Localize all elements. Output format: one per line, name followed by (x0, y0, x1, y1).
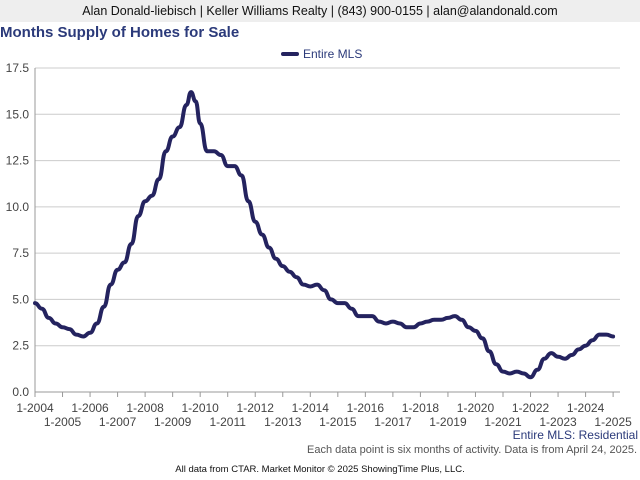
y-tick-label: 15.0 (6, 107, 30, 121)
x-tick-label: 1-2007 (99, 415, 137, 429)
x-tick-label: 1-2010 (181, 401, 219, 415)
chart-title: Months Supply of Homes for Sale (0, 24, 240, 41)
x-tick-label: 1-2011 (209, 415, 246, 429)
y-tick-label: 0.0 (12, 385, 29, 399)
footer-credit: All data from CTAR. Market Monitor © 202… (175, 464, 465, 475)
x-tick-label: 1-2015 (319, 415, 357, 429)
x-tick-label: 1-2022 (512, 401, 550, 415)
x-tick-label: 1-2019 (429, 415, 467, 429)
x-tick-label: 1-2009 (154, 415, 192, 429)
grid-lines (35, 67, 620, 393)
y-tick-label: 10.0 (6, 200, 30, 214)
y-axis-ticks: 0.0 2.5 5.0 7.5 10.0 12.5 15.0 17.5 (6, 61, 30, 399)
x-tick-label: 1-2006 (71, 401, 109, 415)
chart-legend: Entire MLS (281, 47, 362, 61)
x-tick-label: 1-2024 (567, 401, 605, 415)
x-tick-label: 1-2018 (402, 401, 440, 415)
x-tick-label: 1-2013 (264, 415, 302, 429)
contact-header-bar: Alan Donald-liebisch | Keller Williams R… (0, 0, 640, 22)
legend-label: Entire MLS (303, 47, 362, 61)
chart-axes (34, 68, 620, 393)
x-tick-label: 1-2012 (237, 401, 275, 415)
footnote: Each data point is six months of activit… (307, 444, 637, 456)
x-tick-label: 1-2005 (44, 415, 82, 429)
x-tick-label: 1-2004 (16, 401, 54, 415)
x-tick-label: 1-2017 (374, 415, 412, 429)
y-tick-label: 12.5 (6, 154, 30, 168)
x-tick-label: 1-2016 (347, 401, 385, 415)
x-tick-label: 1-2025 (594, 415, 632, 429)
series-layer (33, 90, 616, 380)
x-tick-label: 1-2020 (457, 401, 495, 415)
source-label: Entire MLS: Residential (513, 428, 638, 442)
contact-line: Alan Donald-liebisch | Keller Williams R… (82, 4, 558, 18)
series-line-entire-mls (33, 90, 616, 380)
x-tick-label: 1-2014 (292, 401, 330, 415)
y-tick-label: 2.5 (12, 339, 29, 353)
x-tick-label: 1-2021 (484, 415, 522, 429)
x-tick-label: 1-2008 (126, 401, 164, 415)
x-tick-label: 1-2023 (539, 415, 577, 429)
y-tick-label: 7.5 (12, 246, 29, 260)
y-tick-label: 17.5 (6, 61, 30, 75)
x-axis-ticks: 1-2004 1-2006 1-2008 1-2010 1-2012 1-2014 1-20… (16, 392, 632, 429)
y-tick-label: 5.0 (12, 292, 29, 306)
